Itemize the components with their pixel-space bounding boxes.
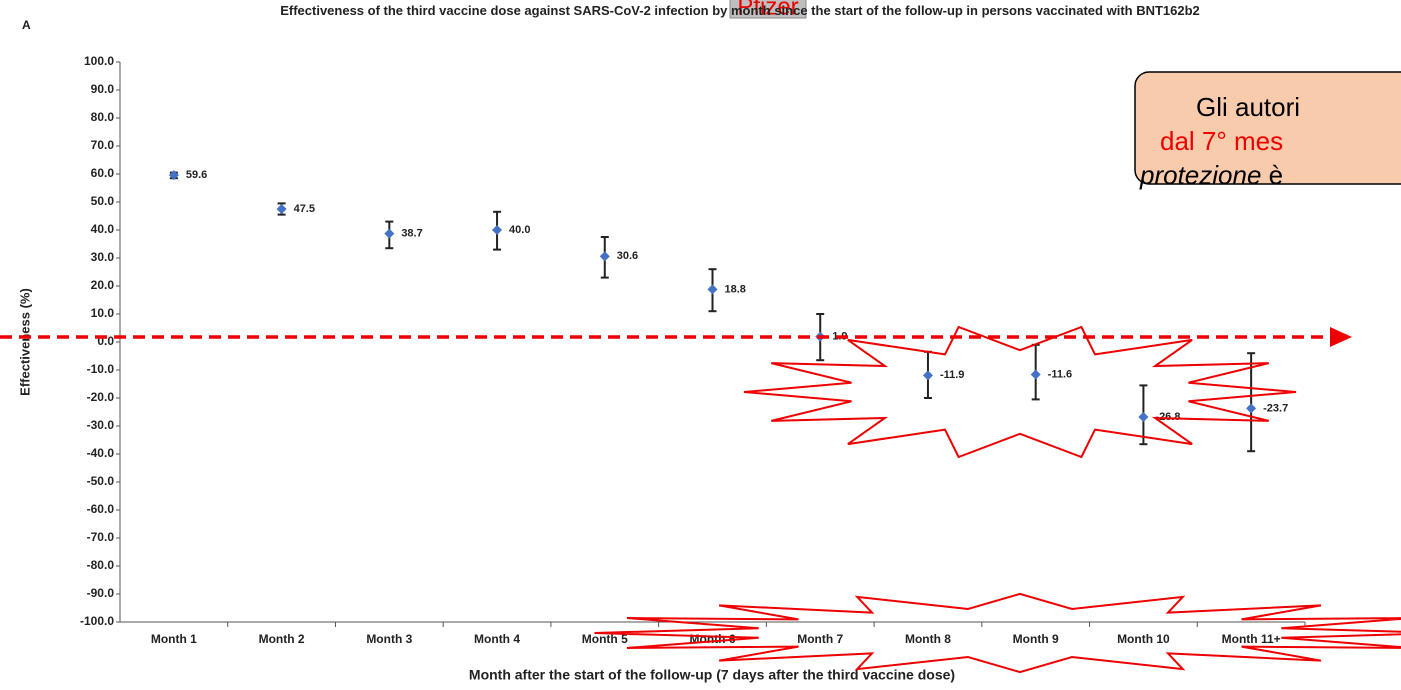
y-tick-label: -80.0 bbox=[87, 558, 115, 572]
y-tick-label: 80.0 bbox=[91, 110, 115, 124]
value-label: 38.7 bbox=[401, 228, 422, 240]
point bbox=[1246, 403, 1257, 414]
point bbox=[1138, 412, 1149, 423]
x-tick-label: Month 3 bbox=[366, 632, 412, 646]
starburst bbox=[594, 592, 1401, 674]
point bbox=[1030, 369, 1041, 380]
y-tick-label: 90.0 bbox=[91, 82, 115, 96]
value-label: 30.6 bbox=[617, 250, 638, 262]
y-tick-label: -30.0 bbox=[87, 418, 115, 432]
y-tick-label: 10.0 bbox=[91, 306, 115, 320]
x-tick-label: Month 10 bbox=[1117, 632, 1170, 646]
callout-box bbox=[1134, 71, 1401, 185]
y-tick-label: 30.0 bbox=[91, 250, 115, 264]
point bbox=[922, 370, 933, 381]
arrow-head bbox=[1330, 327, 1352, 347]
x-tick-label: Month 7 bbox=[797, 632, 843, 646]
x-axis-label: Month after the start of the follow-up (… bbox=[469, 667, 955, 683]
x-tick-label: Month 5 bbox=[582, 632, 628, 646]
callout-text: dal 7° mes bbox=[1160, 126, 1283, 156]
value-label: 40.0 bbox=[509, 224, 530, 236]
value-label: 47.5 bbox=[294, 203, 315, 215]
point bbox=[276, 204, 287, 214]
x-tick-label: Month 8 bbox=[905, 632, 951, 646]
callout-rest: è bbox=[1261, 160, 1283, 190]
x-tick-label: Month 1 bbox=[151, 632, 197, 646]
y-tick-label: -90.0 bbox=[87, 586, 115, 600]
value-label: -26.8 bbox=[1155, 411, 1180, 423]
y-tick-label: -50.0 bbox=[87, 474, 115, 488]
point bbox=[384, 228, 395, 239]
value-label: -23.7 bbox=[1263, 402, 1288, 414]
x-tick-label: Month 9 bbox=[1013, 632, 1059, 646]
overlay-label: Pfizer bbox=[737, 0, 798, 20]
callout-italic: protezione bbox=[1139, 160, 1261, 190]
chart-title: Effectiveness of the third vaccine dose … bbox=[280, 3, 1200, 18]
y-tick-label: 20.0 bbox=[91, 278, 115, 292]
y-tick-label: 70.0 bbox=[91, 138, 115, 152]
y-tick-label: -40.0 bbox=[87, 446, 115, 460]
y-tick-label: -70.0 bbox=[87, 530, 115, 544]
y-tick-label: 50.0 bbox=[91, 194, 115, 208]
x-tick-label: Month 2 bbox=[259, 632, 305, 646]
y-axis-label: Effectiveness (%) bbox=[17, 288, 32, 396]
x-tick-label: Month 4 bbox=[474, 632, 520, 646]
value-label: 59.6 bbox=[186, 169, 207, 181]
y-tick-label: -10.0 bbox=[87, 362, 115, 376]
point bbox=[707, 284, 718, 295]
starburst bbox=[743, 325, 1297, 459]
overlay-box bbox=[729, 0, 807, 19]
point bbox=[168, 170, 179, 181]
y-tick-label: -20.0 bbox=[87, 390, 115, 404]
value-label: -11.6 bbox=[1048, 368, 1072, 380]
value-label: -11.9 bbox=[940, 369, 964, 381]
point bbox=[492, 225, 503, 235]
y-tick-label: -100.0 bbox=[80, 614, 114, 628]
x-tick-label: Month 11+ bbox=[1222, 632, 1281, 646]
panel-label: A bbox=[22, 18, 31, 32]
callout-text: Gli autori bbox=[1196, 92, 1300, 122]
y-tick-label: -60.0 bbox=[87, 502, 115, 516]
y-tick-label: 40.0 bbox=[91, 222, 115, 236]
y-tick-label: 60.0 bbox=[91, 166, 115, 180]
callout-text: protezione è bbox=[1139, 160, 1283, 190]
value-label: 18.8 bbox=[725, 283, 746, 295]
y-tick-label: 100.0 bbox=[84, 54, 114, 68]
point bbox=[599, 251, 610, 262]
